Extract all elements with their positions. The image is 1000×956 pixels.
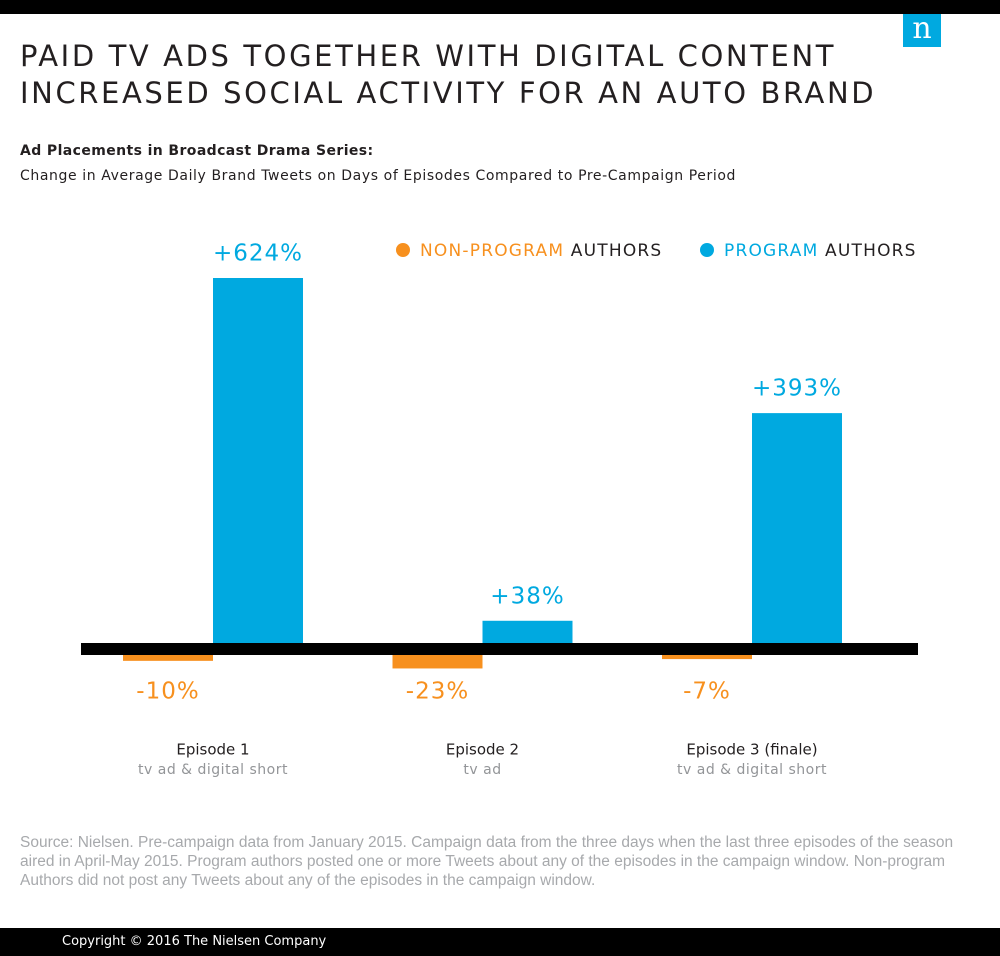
x-tick-sublabel: tv ad (463, 762, 501, 778)
value-label: +624% (213, 241, 303, 267)
x-tick-label: Episode 1 (176, 741, 249, 759)
bar (123, 655, 213, 661)
value-label: -10% (136, 679, 199, 705)
legend-label: NON-PROGRAM AUTHORS (420, 241, 662, 261)
chart-description: Change in Average Daily Brand Tweets on … (20, 168, 736, 184)
bar (392, 655, 483, 669)
bottom-bar (0, 928, 1000, 956)
legend-marker (700, 243, 714, 257)
top-bar (0, 0, 1000, 14)
x-tick-sublabel: tv ad & digital short (138, 762, 288, 778)
chart-subtitle: Ad Placements in Broadcast Drama Series: (20, 143, 374, 159)
copyright: Copyright © 2016 The Nielsen Company (62, 934, 327, 949)
bar (662, 655, 752, 660)
legend-marker (396, 243, 410, 257)
x-tick-sublabel: tv ad & digital short (677, 762, 827, 778)
legend-label: PROGRAM AUTHORS (724, 241, 917, 261)
value-label: +38% (490, 583, 564, 609)
zero-line (81, 643, 918, 655)
value-label: -7% (683, 679, 731, 705)
chart: -10% -23% -7% +624% +38% +393% Episode 1 tv ad … (81, 241, 918, 778)
source-note: Source: Nielsen. Pre-campaign data from … (20, 834, 954, 889)
chart-title: PAID TV ADS TOGETHER WITH DIGITAL CONTEN… (20, 39, 877, 110)
x-tick-label: Episode 2 (446, 741, 519, 759)
x-tick-label: Episode 3 (finale) (686, 741, 817, 759)
value-label: +393% (752, 376, 842, 402)
bar (213, 278, 303, 643)
bar (482, 620, 573, 643)
bar (752, 413, 842, 643)
logo: n (903, 14, 941, 47)
value-label: -23% (406, 679, 469, 705)
